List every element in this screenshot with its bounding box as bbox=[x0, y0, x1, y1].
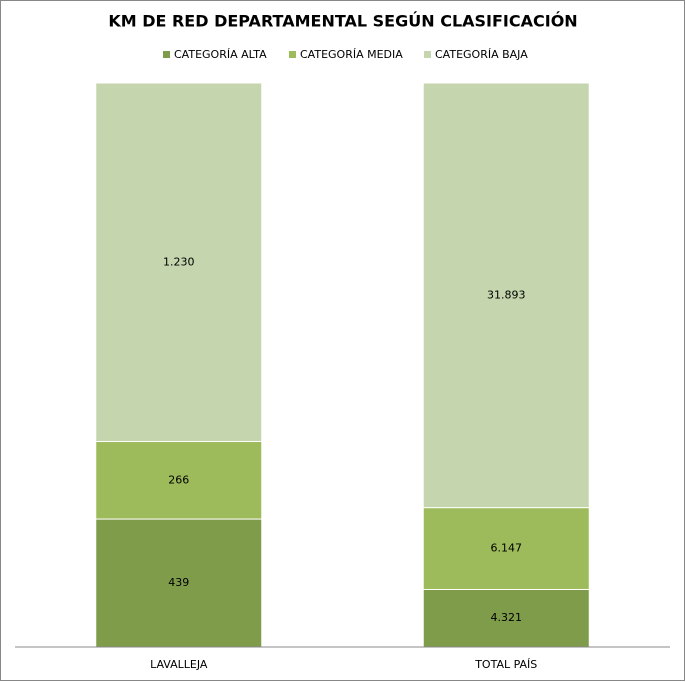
legend-label: CATEGORÍA BAJA bbox=[435, 48, 528, 61]
value-label: 439 bbox=[168, 576, 189, 589]
legend-swatch bbox=[163, 51, 170, 58]
value-label: 4.321 bbox=[491, 611, 523, 624]
bar-segment bbox=[422, 588, 590, 648]
legend-label: CATEGORÍA ALTA bbox=[174, 48, 267, 61]
x-tick-label: TOTAL PAÍS bbox=[474, 658, 537, 671]
bar-segment bbox=[95, 518, 263, 648]
bar-segment bbox=[95, 82, 263, 443]
value-label: 1.230 bbox=[163, 255, 195, 268]
value-label: 6.147 bbox=[491, 542, 523, 555]
bar-segment bbox=[422, 82, 590, 509]
legend-swatch bbox=[289, 51, 296, 58]
value-label: 266 bbox=[168, 473, 189, 486]
legend-swatch bbox=[424, 51, 431, 58]
chart-title: KM DE RED DEPARTAMENTAL SEGÚN CLASIFICAC… bbox=[108, 12, 577, 31]
legend-label: CATEGORÍA MEDIA bbox=[300, 48, 403, 61]
bar-segment bbox=[422, 507, 590, 590]
value-label: 31.893 bbox=[487, 288, 526, 301]
x-tick-label: LAVALLEJA bbox=[150, 658, 208, 671]
